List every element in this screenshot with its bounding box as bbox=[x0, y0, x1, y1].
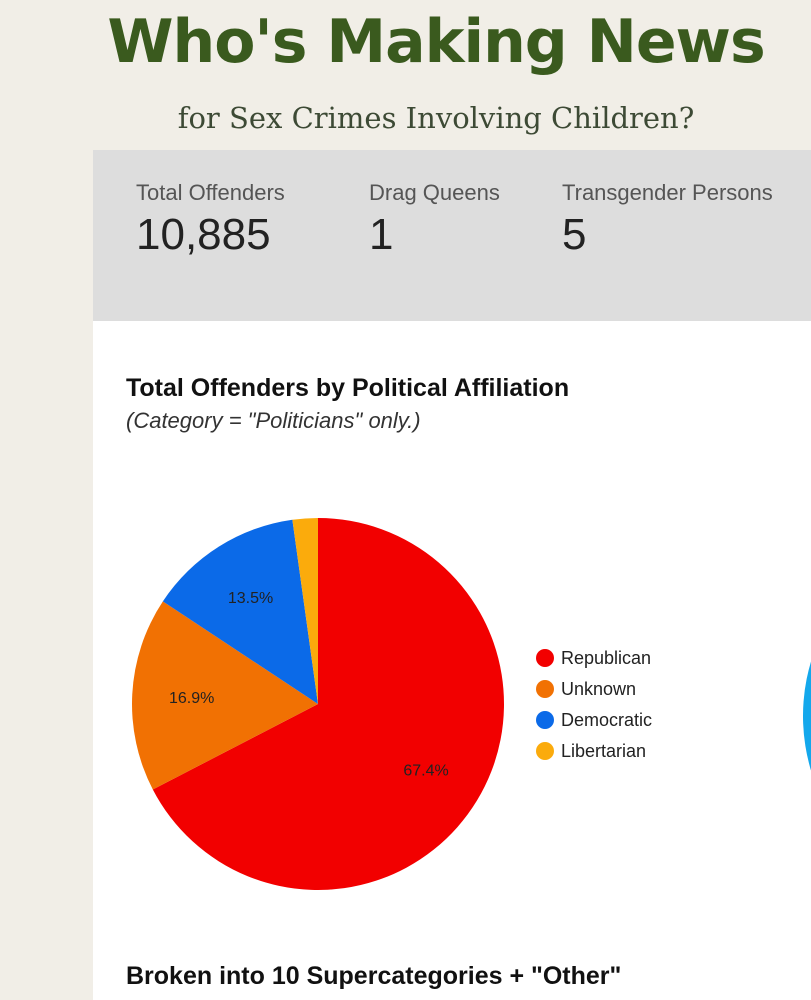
pie-slice-unknown[interactable] bbox=[132, 601, 318, 790]
partial-slice-blue bbox=[803, 661, 811, 771]
legend-swatch bbox=[536, 680, 554, 698]
legend-label: Republican bbox=[561, 648, 652, 668]
stat-label: Total Offenders bbox=[136, 180, 285, 205]
stat-label: Drag Queens bbox=[369, 180, 500, 205]
slice-value-label: 16.9% bbox=[169, 690, 214, 707]
slice-value-label: 13.5% bbox=[228, 590, 273, 607]
stat-drag-queens: Drag Queens 1 bbox=[369, 178, 500, 260]
next-chart-partial bbox=[803, 661, 811, 771]
pie-chart: 67.4% 16.9% 13.5% bbox=[132, 518, 504, 890]
stat-label: Transgender Persons bbox=[562, 180, 773, 205]
legend-swatch bbox=[536, 649, 554, 667]
chart-card: Total Offenders by Political Affiliation… bbox=[93, 321, 811, 1000]
chart-title: Total Offenders by Political Affiliation bbox=[126, 374, 570, 402]
legend-swatch bbox=[536, 742, 554, 760]
slice-value-label: 67.4% bbox=[403, 763, 448, 780]
site-subtitle: for Sex Crimes Involving Children? bbox=[177, 101, 695, 135]
pie-slice-libertarian[interactable] bbox=[292, 518, 318, 704]
legend-label: Democratic bbox=[561, 710, 653, 730]
stat-transgender-persons: Transgender Persons 5 bbox=[562, 178, 773, 260]
stat-total-offenders: Total Offenders 10,885 bbox=[136, 178, 285, 260]
stats-bar: Total Offenders 10,885 Drag Queens 1 Tra… bbox=[93, 150, 811, 321]
stat-value: 1 bbox=[369, 210, 394, 259]
chart-subtitle: (Category = "Politicians" only.) bbox=[126, 408, 421, 433]
header-panel bbox=[94, 0, 778, 150]
site-title: Who's Making News bbox=[107, 7, 765, 77]
stat-value: 5 bbox=[562, 210, 587, 259]
pie-slice-democratic[interactable] bbox=[162, 519, 318, 704]
legend-swatch bbox=[536, 711, 554, 729]
legend-label: Unknown bbox=[561, 679, 637, 699]
legend-label: Libertarian bbox=[561, 741, 647, 761]
stat-value: 10,885 bbox=[136, 210, 271, 259]
pie-slice-republican[interactable] bbox=[152, 518, 504, 890]
section-heading: Broken into 10 Supercategories + "Other" bbox=[126, 962, 622, 990]
